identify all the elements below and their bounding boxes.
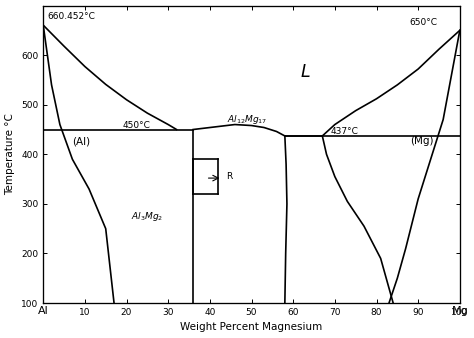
X-axis label: Weight Percent Magnesium: Weight Percent Magnesium <box>181 322 323 333</box>
Text: (Mg): (Mg) <box>410 136 434 146</box>
Y-axis label: Temperature °C: Temperature °C <box>6 113 16 195</box>
Text: $Al_{12}Mg_{17}$: $Al_{12}Mg_{17}$ <box>227 113 267 126</box>
Text: $Al_3Mg_2$: $Al_3Mg_2$ <box>131 210 164 223</box>
Text: 650°C: 650°C <box>410 18 438 27</box>
Text: Al: Al <box>38 306 49 316</box>
Text: 437°C: 437°C <box>331 127 358 137</box>
Text: 660.452°C: 660.452°C <box>47 13 95 21</box>
Text: L: L <box>301 64 310 81</box>
Text: (Al): (Al) <box>72 136 90 146</box>
Text: 450°C: 450°C <box>122 121 150 130</box>
Text: Mg: Mg <box>451 306 468 316</box>
Text: R: R <box>227 172 233 181</box>
